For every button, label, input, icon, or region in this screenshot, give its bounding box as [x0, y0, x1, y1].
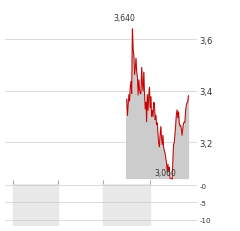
Bar	[103, 184, 150, 226]
Bar	[13, 184, 58, 226]
Text: 3,060: 3,060	[155, 168, 177, 177]
Text: 3,640: 3,640	[113, 14, 135, 23]
